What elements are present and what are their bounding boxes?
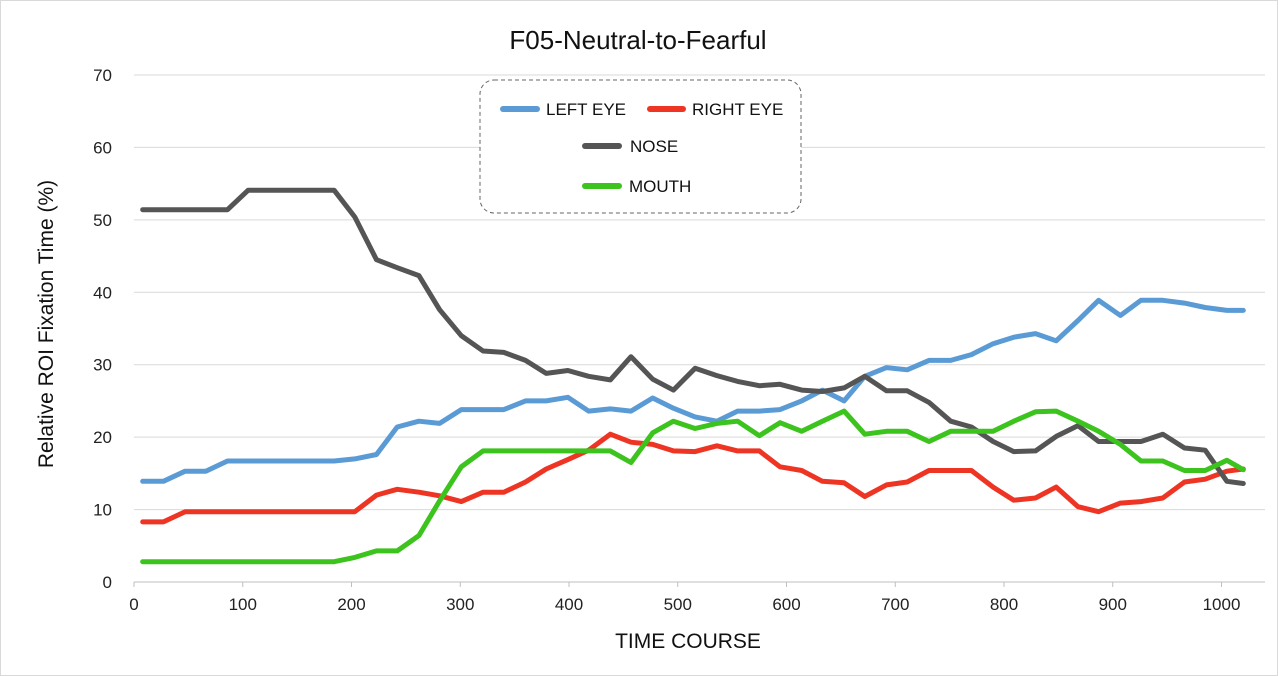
x-tick-label: 600 [772,595,800,614]
series-line-mouth [140,408,1246,565]
legend-label-mouth: MOUTH [629,177,691,196]
series-line-right-eye [140,431,1246,525]
legend-label-right-eye: RIGHT EYE [692,100,783,119]
x-axis-label: TIME COURSE [615,630,761,653]
y-tick-label: 40 [93,283,112,302]
x-tick-label: 1000 [1203,595,1241,614]
series-line-nose [140,187,1246,486]
y-tick-label: 10 [93,501,112,520]
x-tick-label: 700 [881,595,909,614]
y-axis-label: Relative ROI Fixation Time (%) [35,180,58,468]
x-tick-label: 800 [990,595,1018,614]
legend: LEFT EYE RIGHT EYE NOSE MOUTH [479,79,802,214]
x-tick-label: 100 [229,595,257,614]
y-tick-label: 70 [93,66,112,85]
x-tick-label: 900 [1099,595,1127,614]
x-tick-label: 300 [446,595,474,614]
x-tick-label: 200 [337,595,365,614]
x-tick-label: 0 [129,595,138,614]
x-tick-label: 500 [664,595,692,614]
series-lines [140,187,1246,565]
legend-label-nose: NOSE [630,137,678,156]
y-tick-label: 30 [93,356,112,375]
chart-title: F05-Neutral-to-Fearful [509,25,766,55]
y-tick-label: 60 [93,138,112,157]
legend-label-left-eye: LEFT EYE [546,100,626,119]
y-tick-label: 0 [103,573,112,592]
y-tick-label: 50 [93,211,112,230]
series-line-left-eye [140,297,1246,484]
legend-box [479,79,802,214]
y-tick-label: 20 [93,428,112,447]
x-tick-label: 400 [555,595,583,614]
